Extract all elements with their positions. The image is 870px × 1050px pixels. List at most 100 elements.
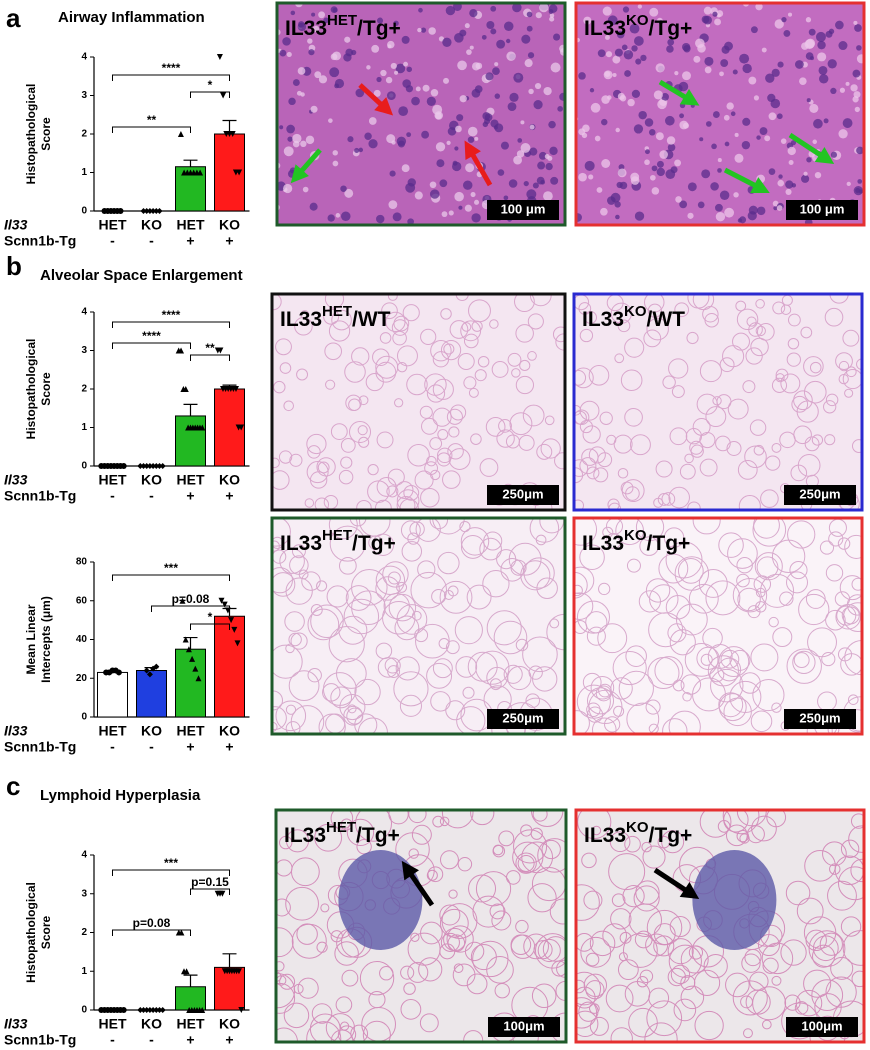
cell xyxy=(533,100,543,110)
alveolus xyxy=(808,930,846,968)
cell xyxy=(716,13,721,18)
cell xyxy=(617,168,627,178)
alveolus xyxy=(671,385,685,399)
alveolus xyxy=(851,970,864,988)
data-point xyxy=(218,597,225,604)
cell xyxy=(808,28,816,36)
cell xyxy=(661,92,669,101)
alveolus xyxy=(338,556,357,575)
alveolus xyxy=(789,560,808,580)
cell xyxy=(309,202,318,211)
cell xyxy=(771,68,780,77)
alveolus xyxy=(447,443,464,460)
cell xyxy=(723,114,730,121)
cell xyxy=(520,120,525,125)
alveolus xyxy=(702,306,719,323)
cell xyxy=(827,59,837,69)
cell xyxy=(747,211,757,221)
data-point xyxy=(179,597,186,604)
alveolus xyxy=(593,467,609,483)
data-point xyxy=(153,1007,160,1013)
alveolus xyxy=(522,404,545,427)
cell xyxy=(376,76,382,83)
alveolus xyxy=(419,1013,439,1033)
cell xyxy=(553,33,561,41)
alveolus xyxy=(544,415,555,426)
x-tick-label: KO xyxy=(141,217,162,233)
alveolus xyxy=(408,810,427,824)
alveolus xyxy=(441,810,474,829)
y-axis-label: Histopathological xyxy=(24,339,38,440)
cell xyxy=(794,60,804,69)
arrow-head xyxy=(290,164,309,184)
alveolus xyxy=(786,571,808,594)
y-tick-label: 2 xyxy=(81,927,87,938)
cell xyxy=(549,146,558,156)
alveolus xyxy=(440,339,462,361)
alveolus xyxy=(496,549,517,570)
alveolus xyxy=(574,459,589,477)
micrograph xyxy=(272,294,565,510)
alveolus xyxy=(456,706,486,734)
cell xyxy=(629,23,640,34)
label-name: IL33 xyxy=(584,824,626,847)
alveolus xyxy=(807,627,837,658)
cell xyxy=(368,139,378,149)
cell xyxy=(799,77,807,85)
cell xyxy=(457,60,467,71)
cell xyxy=(376,214,385,224)
cell xyxy=(279,49,287,57)
alveolus xyxy=(755,601,767,613)
alveolus xyxy=(771,442,782,453)
cell xyxy=(340,185,347,192)
alveolus xyxy=(439,580,473,614)
cell xyxy=(715,203,723,212)
cell xyxy=(777,179,785,187)
alveolus xyxy=(787,337,800,350)
cell xyxy=(615,127,620,133)
label-suffix: /Tg+ xyxy=(647,532,691,555)
alveolus xyxy=(500,557,525,582)
alveolus xyxy=(665,594,691,620)
alveolus xyxy=(705,406,727,428)
alveolus xyxy=(718,693,747,722)
cell xyxy=(332,150,338,156)
cell xyxy=(405,182,416,193)
alveolus xyxy=(482,570,510,598)
alveolus xyxy=(419,405,433,419)
alveolus xyxy=(838,360,850,372)
data-point xyxy=(137,463,144,469)
cell xyxy=(509,92,519,102)
label-sup: KO xyxy=(624,527,647,544)
alveolus xyxy=(790,464,808,482)
alveolus xyxy=(447,934,466,952)
alveolus xyxy=(842,602,862,632)
alveolus xyxy=(446,925,474,953)
alveolus xyxy=(643,294,665,313)
data-point xyxy=(150,208,157,214)
alveolus xyxy=(592,717,617,734)
alveolus xyxy=(779,591,794,606)
alveolus xyxy=(850,858,864,883)
alveolus xyxy=(549,898,566,925)
alveolus xyxy=(615,518,644,546)
alveolus xyxy=(415,623,450,659)
alveolus xyxy=(276,898,291,917)
cell xyxy=(456,114,464,122)
cell xyxy=(655,63,665,73)
alveolus xyxy=(761,942,794,975)
cell xyxy=(697,201,705,209)
alveolus xyxy=(440,850,459,870)
alveolus xyxy=(520,560,551,591)
error-bar xyxy=(183,159,198,167)
alveolus xyxy=(624,835,641,853)
cell xyxy=(292,133,302,144)
alveolus xyxy=(503,664,523,684)
alveolus xyxy=(523,557,555,589)
alveolus xyxy=(639,536,659,556)
alveolus xyxy=(669,427,688,446)
alveolus xyxy=(684,453,694,464)
cell xyxy=(358,147,364,153)
alveolus xyxy=(850,813,864,829)
alveolus xyxy=(607,498,620,510)
